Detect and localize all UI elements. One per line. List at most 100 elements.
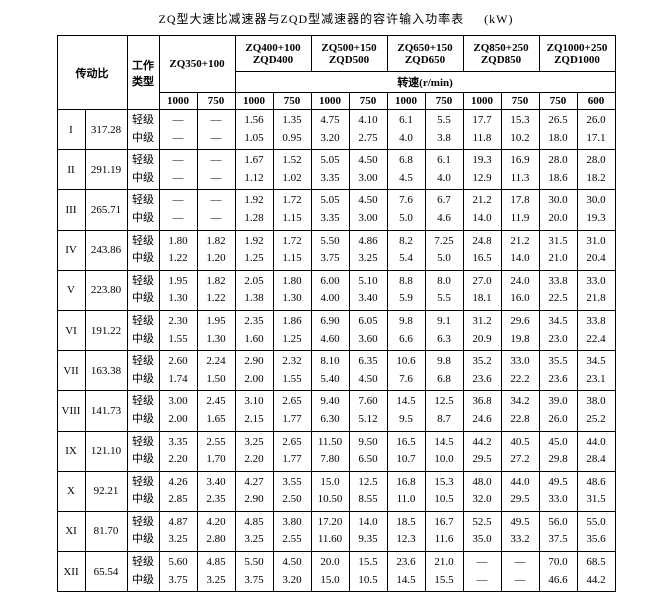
data-cell: 34.523.1 (577, 351, 615, 391)
work-labels: 轻级中级 (127, 511, 159, 551)
data-cell: 5.53.8 (425, 110, 463, 150)
data-cell: 40.527.2 (501, 431, 539, 471)
data-cell: 5.603.75 (159, 552, 197, 592)
work-labels: 轻级中级 (127, 230, 159, 270)
data-cell: 9.406.30 (311, 391, 349, 431)
data-cell: 21.015.5 (425, 552, 463, 592)
data-cell: 14.59.5 (387, 391, 425, 431)
data-cell: 29.619.8 (501, 310, 539, 350)
data-cell: 8.05.5 (425, 270, 463, 310)
data-cell: 5.503.75 (311, 230, 349, 270)
row-roman: IV (57, 230, 85, 270)
data-cell: 3.352.20 (159, 431, 197, 471)
data-cell: 26.518.0 (539, 110, 577, 150)
data-cell: 1.801.22 (159, 230, 197, 270)
data-cell: 5.103.40 (349, 270, 387, 310)
header-model: ZQ650+150ZQD650 (387, 36, 463, 72)
data-cell: 16.811.0 (387, 471, 425, 511)
data-cell: 4.202.80 (197, 511, 235, 551)
data-cell: 5.503.75 (235, 552, 273, 592)
row-ratio: 141.73 (85, 391, 127, 431)
data-cell: 8.85.9 (387, 270, 425, 310)
data-cell: 2.321.55 (273, 351, 311, 391)
data-cell: 9.16.3 (425, 310, 463, 350)
data-cell: 68.544.2 (577, 552, 615, 592)
row-ratio: 121.10 (85, 431, 127, 471)
data-cell: 44.229.5 (463, 431, 501, 471)
header-ratio: 传动比 (57, 36, 127, 110)
data-cell: —— (197, 150, 235, 190)
data-cell: 8.105.40 (311, 351, 349, 391)
data-cell: 33.022.2 (501, 351, 539, 391)
data-cell: 1.951.30 (159, 270, 197, 310)
data-cell: 4.873.25 (159, 511, 197, 551)
row-ratio: 191.22 (85, 310, 127, 350)
header-speed: 1000 (463, 93, 501, 110)
row-roman: XII (57, 552, 85, 592)
data-cell: 1.821.20 (197, 230, 235, 270)
data-cell: 14.510.0 (425, 431, 463, 471)
header-speed: 750 (501, 93, 539, 110)
data-cell: 6.14.0 (425, 150, 463, 190)
data-cell: 56.037.5 (539, 511, 577, 551)
data-cell: 17.811.9 (501, 190, 539, 230)
data-cell: 49.533.2 (501, 511, 539, 551)
data-cell: 1.521.02 (273, 150, 311, 190)
data-cell: 21.214.0 (501, 230, 539, 270)
data-cell: 4.503.00 (349, 150, 387, 190)
header-speed: 1000 (235, 93, 273, 110)
data-cell: 1.951.30 (197, 310, 235, 350)
data-cell: 1.921.28 (235, 190, 273, 230)
data-cell: 6.74.6 (425, 190, 463, 230)
data-cell: 6.84.5 (387, 150, 425, 190)
header-model: ZQ400+100ZQD400 (235, 36, 311, 72)
data-cell: —— (159, 190, 197, 230)
data-cell: 2.241.50 (197, 351, 235, 391)
data-cell: 14.09.35 (349, 511, 387, 551)
data-cell: 33.822.4 (577, 310, 615, 350)
data-cell: 1.721.15 (273, 190, 311, 230)
header-speed: 1000 (311, 93, 349, 110)
data-cell: 31.220.9 (463, 310, 501, 350)
data-cell: —— (159, 110, 197, 150)
header-speed: 1000 (159, 93, 197, 110)
data-cell: —— (463, 552, 501, 592)
data-cell: —— (501, 552, 539, 592)
data-cell: 34.222.8 (501, 391, 539, 431)
data-cell: 35.523.6 (539, 351, 577, 391)
row-roman: VI (57, 310, 85, 350)
data-cell: 5.053.35 (311, 150, 349, 190)
data-cell: 49.533.0 (539, 471, 577, 511)
data-cell: 3.402.35 (197, 471, 235, 511)
data-cell: 2.301.55 (159, 310, 197, 350)
data-cell: 35.223.6 (463, 351, 501, 391)
work-labels: 轻级中级 (127, 471, 159, 511)
data-cell: 36.824.6 (463, 391, 501, 431)
data-cell: 15.310.2 (501, 110, 539, 150)
data-cell: 4.853.25 (197, 552, 235, 592)
data-cell: 2.651.77 (273, 431, 311, 471)
row-ratio: 163.38 (85, 351, 127, 391)
data-cell: 1.861.25 (273, 310, 311, 350)
data-cell: 2.651.77 (273, 391, 311, 431)
data-cell: 6.053.60 (349, 310, 387, 350)
page-title: ZQ型大速比减速器与ZQD型减速器的容许输入功率表 (kW) (10, 10, 662, 27)
row-roman: V (57, 270, 85, 310)
data-cell: 17.2011.60 (311, 511, 349, 551)
data-cell: 9.86.8 (425, 351, 463, 391)
data-cell: 7.605.12 (349, 391, 387, 431)
data-cell: 23.614.5 (387, 552, 425, 592)
data-cell: 2.351.60 (235, 310, 273, 350)
data-cell: 7.65.0 (387, 190, 425, 230)
data-cell: 28.018.2 (577, 150, 615, 190)
data-cell: 21.214.0 (463, 190, 501, 230)
row-ratio: 65.54 (85, 552, 127, 592)
title-text: ZQ型大速比减速器与ZQD型减速器的容许输入功率表 (159, 12, 465, 26)
row-roman: IX (57, 431, 85, 471)
data-cell: 5.053.35 (311, 190, 349, 230)
data-cell: 6.904.60 (311, 310, 349, 350)
header-speed: 750 (349, 93, 387, 110)
data-cell: 55.035.6 (577, 511, 615, 551)
data-cell: 6.14.0 (387, 110, 425, 150)
data-cell: 30.019.3 (577, 190, 615, 230)
